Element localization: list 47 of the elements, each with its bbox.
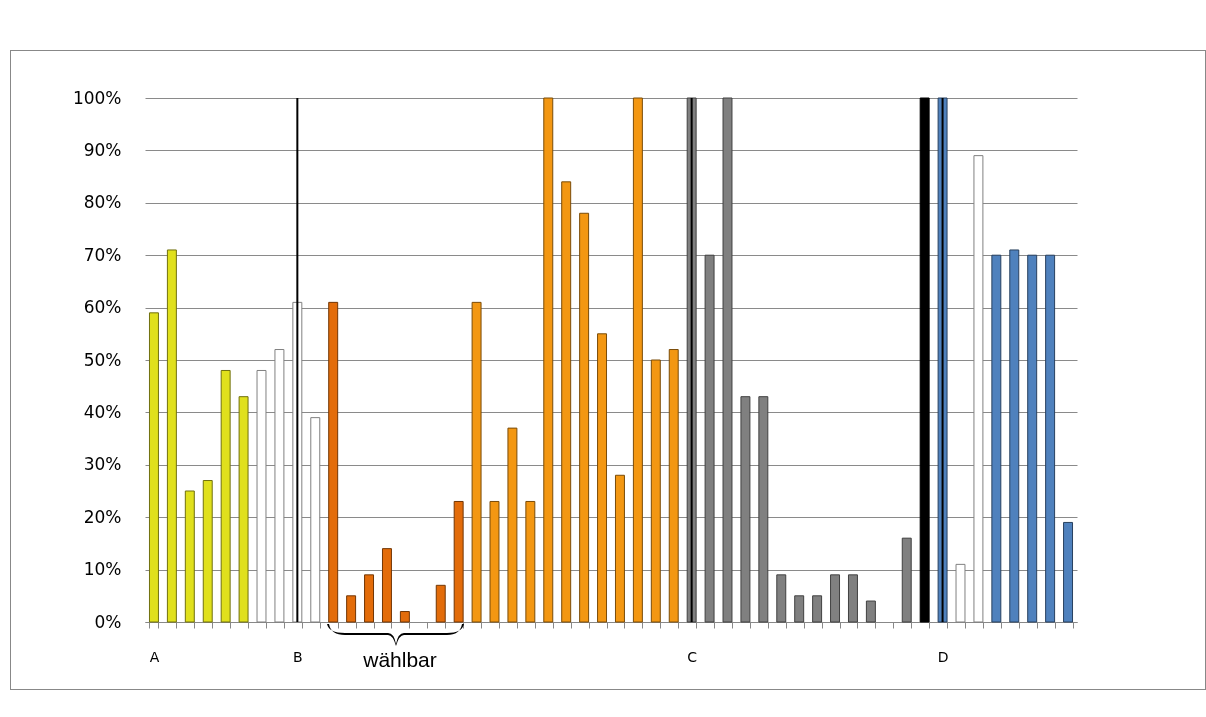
bar [1027,254,1038,623]
bar [489,500,500,623]
x-tick-label: B [293,648,303,665]
bar [364,574,375,623]
y-tick-label: 60% [83,297,122,318]
bar [453,500,464,623]
bar [399,611,410,623]
bar [543,97,554,623]
x-tick-label: C [687,648,698,665]
bar [561,181,572,623]
annotation: wählbar [362,648,438,672]
bar [1009,249,1020,623]
y-tick-label: 20% [83,506,122,527]
bar [579,212,590,623]
y-tick-label: 40% [83,401,122,422]
bar [238,396,249,623]
bar [507,427,518,623]
bar [184,490,195,623]
bar [328,301,339,623]
bar [471,301,482,623]
bar [991,254,1002,623]
bar [346,595,357,623]
bar [435,584,446,623]
bar [202,480,213,623]
y-tick-label: 70% [83,244,122,265]
bar [668,349,679,623]
y-tick-label: 50% [83,349,122,370]
bar [148,312,159,623]
bar [166,249,177,623]
y-tick-label: 10% [83,559,122,580]
bar [220,369,231,623]
bar [614,474,625,623]
y-tick-label: 0% [94,611,122,632]
y-tick-label: 30% [83,454,122,475]
bar [381,548,392,623]
x-tick-label: D [937,648,949,665]
x-tick-label: A [149,648,160,665]
bar [1045,254,1056,623]
bar [525,500,536,623]
bar [650,359,661,623]
y-tick-label: 80% [83,192,122,213]
bar [597,333,608,623]
y-tick-label: 100% [72,87,122,108]
bar [632,97,643,623]
bar [1063,521,1074,623]
y-tick-label: 90% [83,139,122,160]
bar [919,97,930,623]
